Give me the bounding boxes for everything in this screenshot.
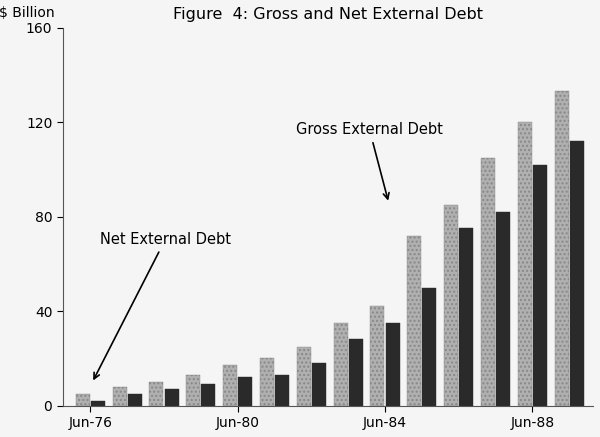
Bar xyxy=(202,385,215,406)
Bar xyxy=(444,205,458,406)
Bar xyxy=(422,288,436,406)
Bar xyxy=(128,394,142,406)
Bar xyxy=(275,375,289,406)
Bar xyxy=(554,91,569,406)
Text: Net External Debt: Net External Debt xyxy=(94,232,231,379)
Bar xyxy=(149,382,163,406)
Bar xyxy=(407,236,421,406)
Text: Gross External Debt: Gross External Debt xyxy=(296,122,443,199)
Bar xyxy=(238,377,252,406)
Bar xyxy=(496,212,510,406)
Bar xyxy=(334,323,347,406)
Bar xyxy=(164,389,179,406)
Bar xyxy=(349,340,363,406)
Bar xyxy=(297,347,311,406)
Bar xyxy=(186,375,200,406)
Bar xyxy=(113,387,127,406)
Bar xyxy=(223,365,237,406)
Bar xyxy=(569,141,584,406)
Title: Figure  4: Gross and Net External Debt: Figure 4: Gross and Net External Debt xyxy=(173,7,483,22)
Bar xyxy=(518,122,532,406)
Bar xyxy=(76,394,90,406)
Bar xyxy=(91,401,105,406)
Text: $ Billion: $ Billion xyxy=(0,6,55,20)
Bar xyxy=(312,363,326,406)
Bar xyxy=(386,323,400,406)
Bar xyxy=(481,158,495,406)
Bar xyxy=(533,165,547,406)
Bar xyxy=(459,229,473,406)
Bar xyxy=(260,358,274,406)
Bar xyxy=(370,306,385,406)
